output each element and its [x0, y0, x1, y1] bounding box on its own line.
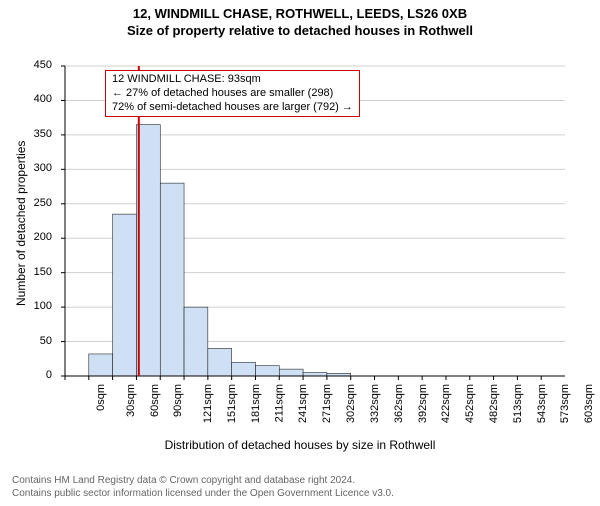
y-tick-label: 250	[22, 197, 52, 209]
x-tick-label: 151sqm	[226, 384, 238, 423]
histogram-bar	[255, 366, 279, 376]
y-tick-label: 0	[22, 369, 52, 381]
x-tick-label: 241sqm	[298, 384, 310, 423]
page-title-line1: 12, WINDMILL CHASE, ROTHWELL, LEEDS, LS2…	[0, 6, 600, 21]
y-tick-label: 150	[22, 266, 52, 278]
histogram-bar	[232, 362, 256, 376]
x-tick-label: 211sqm	[273, 384, 285, 422]
y-tick-label: 200	[22, 231, 52, 243]
x-axis-label: Distribution of detached houses by size …	[0, 438, 600, 452]
page-title-line2: Size of property relative to detached ho…	[0, 23, 600, 38]
annotation-line-3: 72% of semi-detached houses are larger (…	[112, 101, 353, 115]
x-tick-label: 0sqm	[95, 384, 107, 411]
y-tick-label: 400	[22, 93, 52, 105]
histogram-bar	[184, 307, 208, 376]
x-tick-label: 543sqm	[536, 384, 548, 423]
footer-line-1: Contains HM Land Registry data © Crown c…	[12, 475, 394, 488]
histogram-bar	[89, 354, 113, 376]
x-tick-label: 181sqm	[250, 384, 262, 423]
x-tick-label: 30sqm	[125, 384, 137, 417]
x-tick-label: 90sqm	[172, 384, 184, 417]
x-tick-label: 422sqm	[440, 384, 452, 423]
x-tick-label: 271sqm	[321, 384, 333, 423]
histogram-bar	[279, 369, 303, 376]
x-tick-label: 603sqm	[583, 384, 595, 423]
x-tick-label: 573sqm	[560, 384, 572, 423]
annotation-box: 12 WINDMILL CHASE: 93sqm ← 27% of detach…	[105, 70, 360, 117]
x-tick-label: 302sqm	[345, 384, 357, 423]
y-tick-label: 350	[22, 128, 52, 140]
histogram-bar	[208, 348, 232, 376]
histogram-bar	[136, 125, 160, 376]
x-tick-label: 332sqm	[369, 384, 381, 423]
x-tick-label: 121sqm	[202, 384, 214, 423]
x-tick-label: 482sqm	[488, 384, 500, 423]
histogram-bar	[160, 183, 184, 376]
annotation-line-1: 12 WINDMILL CHASE: 93sqm	[112, 73, 353, 87]
y-tick-label: 100	[22, 300, 52, 312]
histogram-bar	[113, 214, 137, 376]
x-tick-label: 362sqm	[393, 384, 405, 423]
x-tick-label: 392sqm	[417, 384, 429, 423]
footer-attribution: Contains HM Land Registry data © Crown c…	[12, 475, 394, 500]
x-tick-label: 60sqm	[149, 384, 161, 417]
footer-line-2: Contains public sector information licen…	[12, 488, 394, 501]
x-tick-label: 513sqm	[512, 384, 524, 423]
y-tick-label: 300	[22, 162, 52, 174]
x-tick-label: 452sqm	[464, 384, 476, 423]
y-tick-label: 50	[22, 335, 52, 347]
annotation-line-2: ← 27% of detached houses are smaller (29…	[112, 87, 353, 101]
y-tick-label: 450	[22, 59, 52, 71]
histogram-bar	[303, 373, 327, 376]
